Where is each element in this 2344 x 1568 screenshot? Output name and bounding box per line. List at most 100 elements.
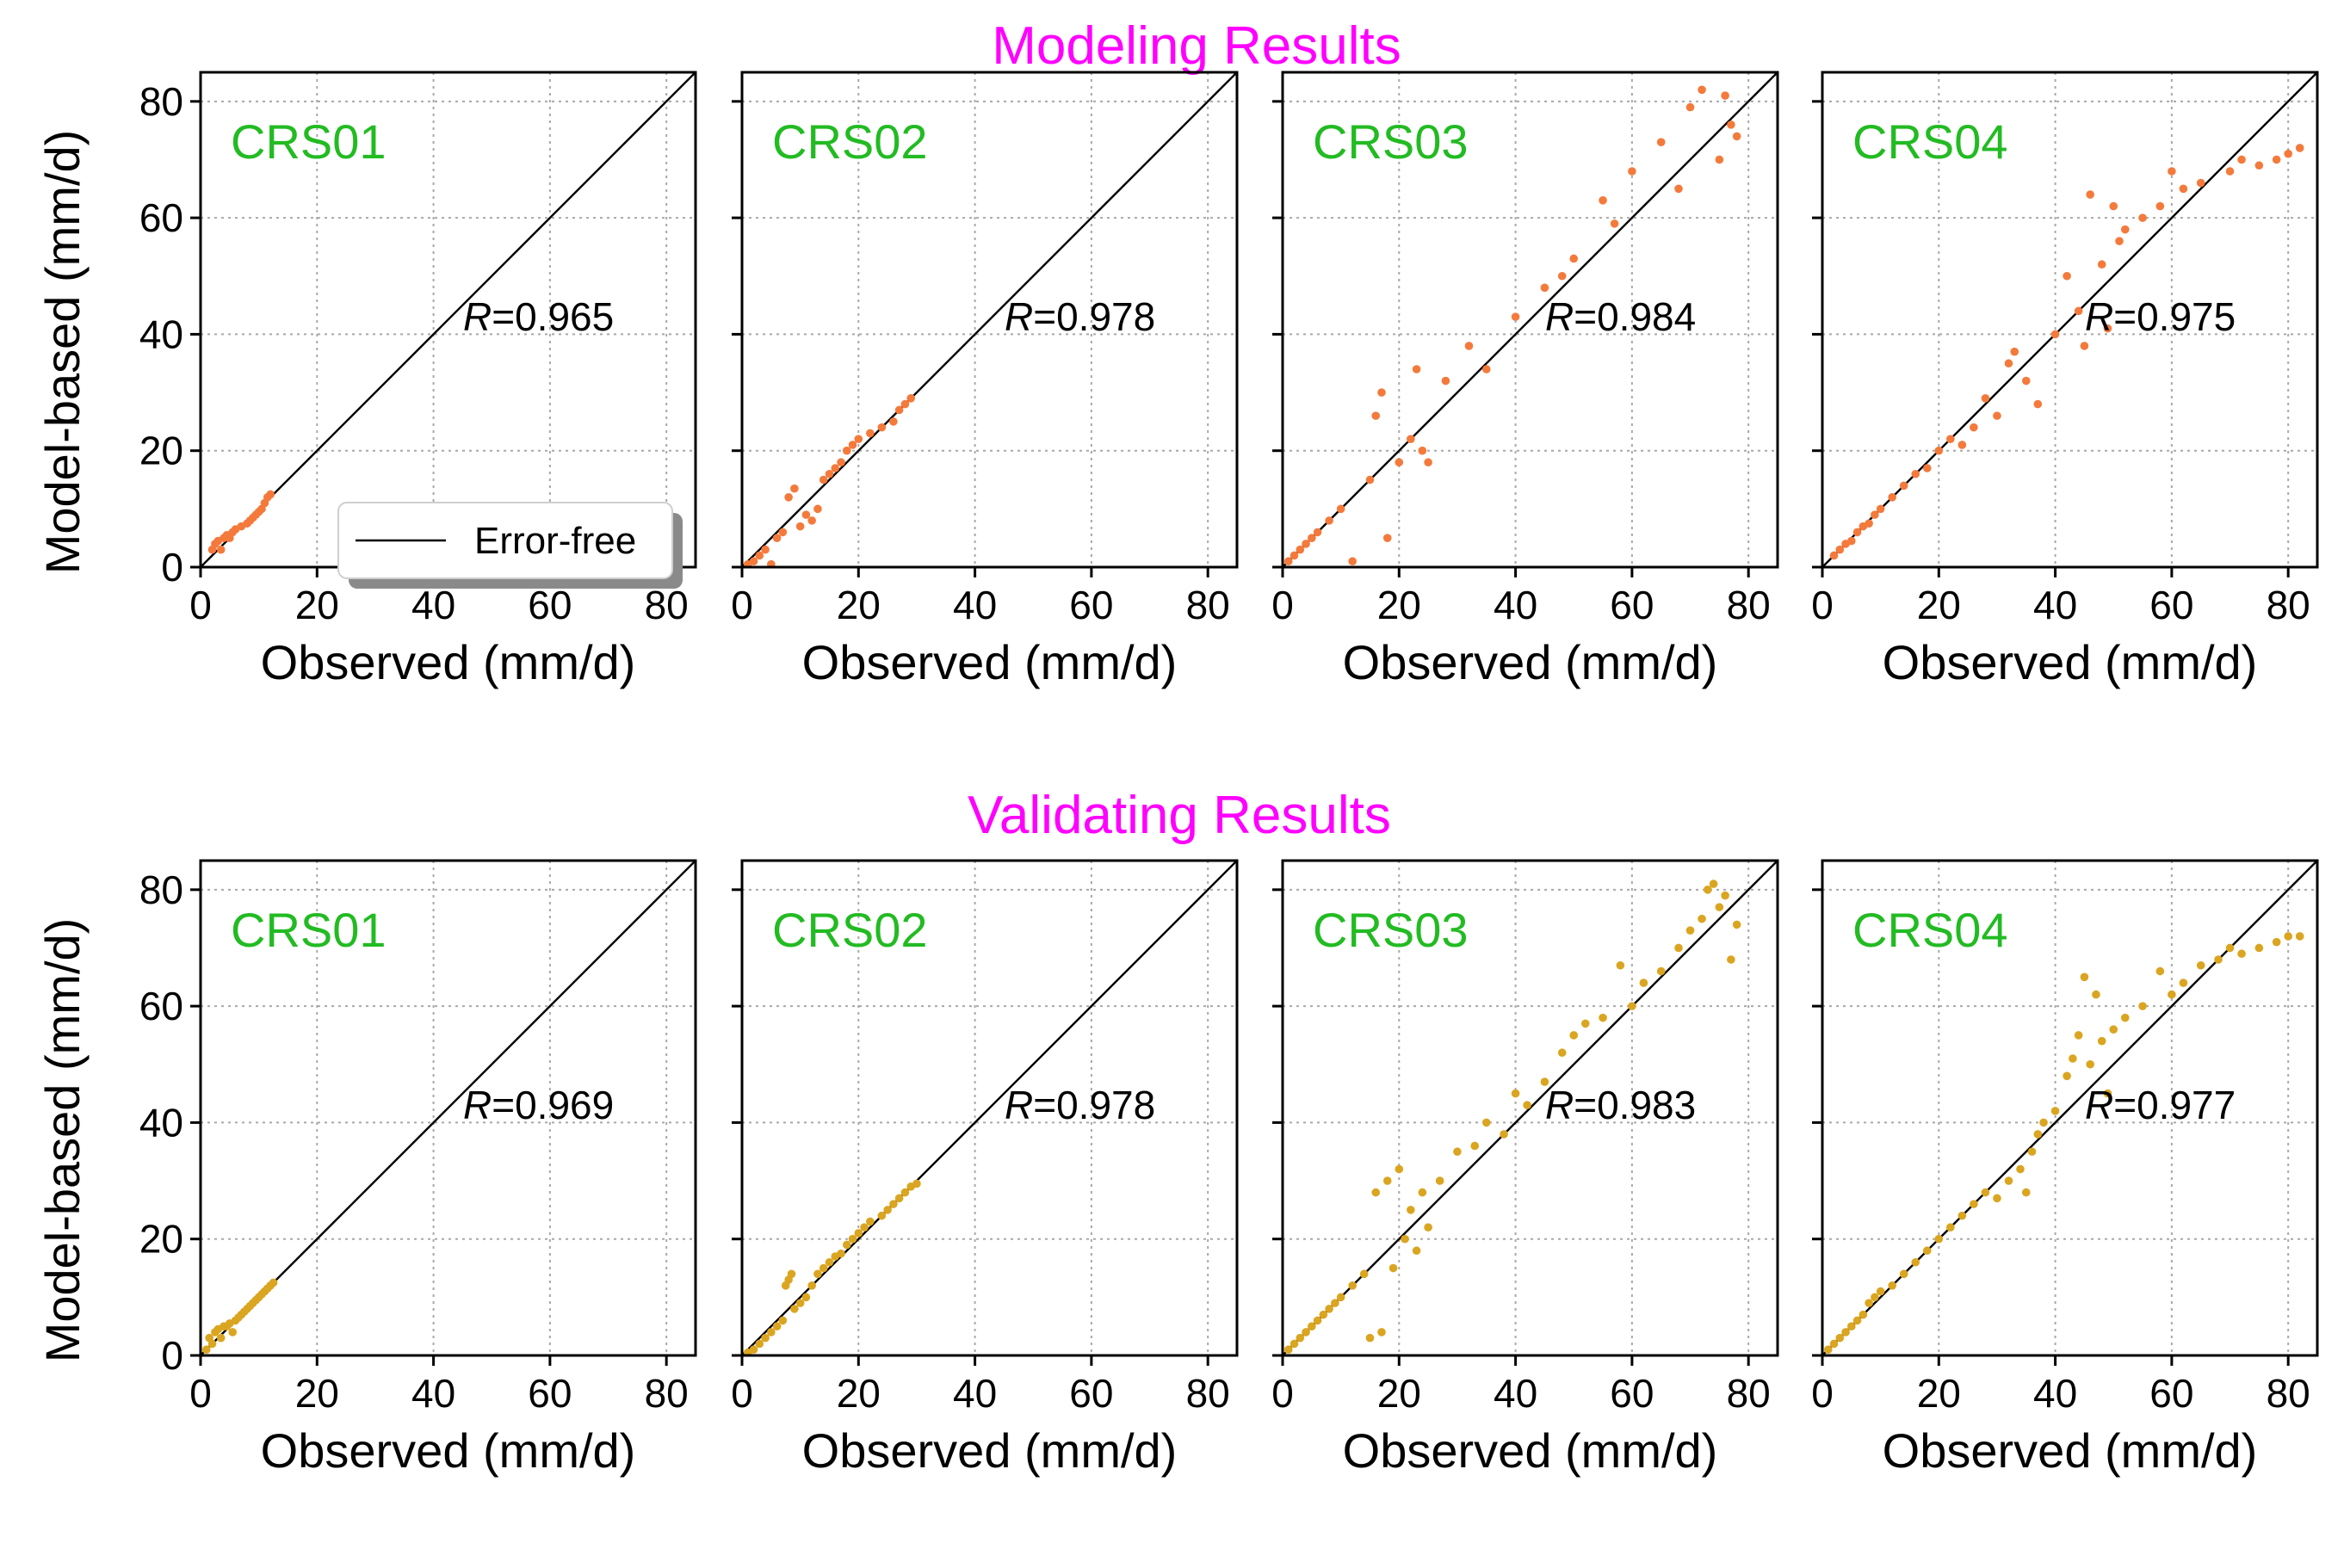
data-point (2237, 949, 2246, 959)
data-point (1829, 1339, 1839, 1349)
data-point (1296, 1333, 1305, 1343)
data-point (2039, 1118, 2048, 1127)
xlabel: Observed (mm/d) (802, 635, 1178, 689)
data-point (1464, 342, 1474, 350)
data-point (866, 429, 875, 438)
data-point (1981, 394, 1990, 403)
data-point (2097, 1036, 2106, 1046)
data-point (1704, 886, 1712, 894)
data-point (813, 1269, 822, 1279)
data-point (1957, 441, 1967, 449)
data-point (842, 1240, 851, 1250)
data-point (787, 1269, 796, 1279)
data-point (801, 510, 811, 519)
data-point (1283, 557, 1293, 566)
x-tick-label: 20 (1917, 583, 1961, 627)
plot-frame (1821, 71, 2319, 569)
correlation-symbol: R (463, 294, 492, 339)
station-label: CRS04 (1852, 903, 2008, 957)
data-point (2120, 1013, 2130, 1022)
y-tick-label: 0 (161, 1333, 183, 1378)
data-point (2196, 178, 2205, 188)
data-point (1888, 493, 1896, 502)
xlabel: Observed (mm/d) (1343, 1423, 1718, 1478)
ylabel-bottom: Model-based (mm/d) (35, 918, 90, 1363)
x-tick-label: 20 (837, 583, 881, 627)
data-point (2225, 943, 2235, 953)
data-point (1732, 132, 1741, 141)
data-point (801, 1293, 811, 1302)
data-point (1441, 376, 1450, 386)
station-label: CRS01 (231, 903, 387, 957)
error-free-line (200, 71, 696, 568)
data-point (749, 557, 758, 566)
data-point (1407, 435, 1415, 443)
plot-frame (1281, 71, 1779, 569)
data-point (900, 1188, 910, 1197)
data-point (1911, 1257, 1920, 1267)
data-point (2004, 1176, 2013, 1185)
data-point (2063, 1071, 2071, 1081)
data-point (2092, 990, 2100, 999)
panel-modeling-crs01: 00 20 20 40 40 60 60 80 80 CRS01 R=0.965 Observed (… (139, 71, 697, 689)
panel-modeling-crs04: 0 20 40 60 80 CRS04 R=0.975 Observed (mm/d) (1811, 71, 2319, 689)
data-point (1580, 1019, 1590, 1028)
data-point (1365, 1333, 1375, 1343)
data-point (1865, 1299, 1873, 1307)
data-point (1852, 1316, 1862, 1325)
correlation-label: R=0.969 (463, 1083, 614, 1127)
correlation-value: =0.983 (1574, 1083, 1696, 1127)
data-point (1628, 167, 1636, 176)
data-point (1290, 551, 1299, 560)
plot-frame (199, 859, 697, 1357)
data-point (1418, 1188, 1427, 1197)
data-point (2080, 972, 2089, 982)
data-point (1727, 955, 1735, 964)
data-point (1319, 1310, 1328, 1319)
data-point (2050, 330, 2060, 339)
data-point (866, 1217, 875, 1226)
x-tick-label: 0 (1271, 583, 1294, 627)
x-tick-label: 40 (411, 1371, 455, 1416)
data-point (1359, 1269, 1369, 1279)
data-point (2086, 190, 2094, 199)
data-point (842, 446, 851, 455)
data-point (2214, 955, 2223, 964)
data-point (2120, 225, 2130, 234)
data-point (1453, 1147, 1462, 1157)
x-tick-label: 80 (645, 583, 689, 627)
data-point (2086, 1059, 2094, 1069)
station-label: CRS02 (772, 903, 928, 957)
data-point (761, 1333, 770, 1343)
data-point (807, 1281, 816, 1290)
x-tick-label: 40 (411, 583, 455, 627)
data-point (1435, 1176, 1444, 1185)
data-point (1371, 1188, 1381, 1197)
data-point (1698, 914, 1706, 923)
data-point (795, 522, 805, 531)
data-point (894, 405, 904, 415)
correlation-value: =0.965 (492, 294, 614, 339)
xlabel: Observed (mm/d) (1343, 635, 1718, 689)
correlation-symbol: R (2085, 294, 2113, 339)
data-point (2295, 144, 2304, 152)
xlabel: Observed (mm/d) (261, 1423, 636, 1478)
x-tick-label: 20 (295, 583, 339, 627)
data-point (2033, 399, 2043, 409)
data-point (1331, 1299, 1339, 1307)
station-label: CRS01 (231, 114, 387, 169)
data-point (772, 1322, 782, 1330)
data-point (1829, 551, 1839, 560)
x-tick-label: 60 (1610, 1371, 1654, 1416)
data-point (1715, 903, 1724, 911)
y-tick-label: 60 (139, 984, 183, 1028)
x-tick-label: 80 (1186, 1371, 1230, 1416)
data-point (1934, 446, 1944, 455)
y-tick-label: 80 (139, 79, 183, 124)
station-label: CRS03 (1313, 114, 1469, 169)
x-tick-label: 0 (189, 1371, 212, 1416)
x-tick-label: 0 (1271, 1371, 1294, 1416)
data-point (2050, 1107, 2060, 1115)
data-point (2080, 342, 2089, 350)
data-point (825, 1257, 834, 1267)
